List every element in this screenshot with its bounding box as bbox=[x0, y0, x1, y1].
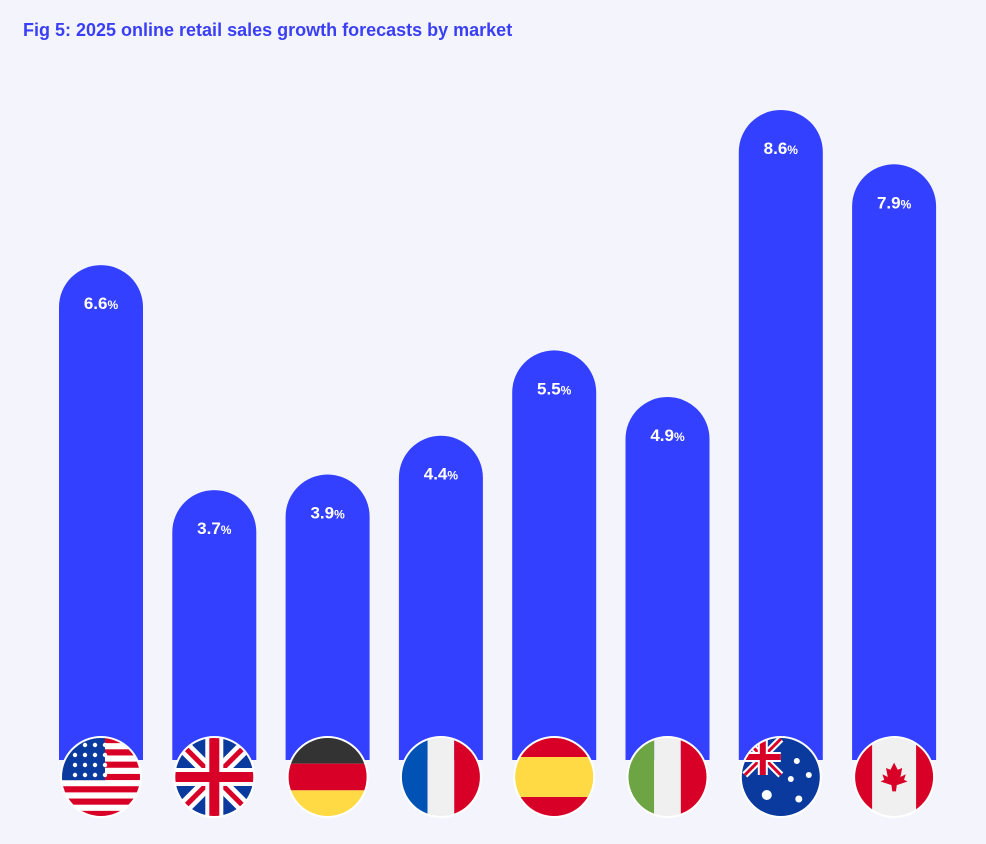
bar-spain bbox=[512, 350, 597, 760]
data-label: 3.9% bbox=[310, 504, 345, 523]
bar-germany bbox=[285, 474, 370, 760]
france-flag-icon bbox=[399, 736, 482, 818]
bar-united-kingdom bbox=[172, 490, 257, 760]
spain-flag-icon bbox=[513, 736, 596, 818]
chart-title: Fig 5: 2025 online retail sales growth f… bbox=[23, 20, 513, 40]
data-label: 6.6% bbox=[84, 294, 119, 313]
data-label: 8.6% bbox=[764, 139, 799, 158]
canada-flag-icon bbox=[853, 736, 936, 818]
data-label: 4.4% bbox=[424, 465, 459, 484]
bar-canada bbox=[852, 164, 937, 760]
uk-flag-icon bbox=[173, 736, 256, 818]
data-label: 5.5% bbox=[537, 379, 572, 398]
us-flag-icon bbox=[60, 736, 142, 818]
australia-flag-icon bbox=[739, 736, 822, 818]
italy-flag-icon bbox=[626, 736, 709, 818]
data-label: 3.7% bbox=[197, 519, 232, 538]
bar-united-states bbox=[59, 265, 143, 760]
bar-australia bbox=[738, 110, 823, 760]
bar-italy bbox=[625, 397, 710, 760]
data-label: 4.9% bbox=[650, 426, 685, 445]
data-label: 7.9% bbox=[877, 193, 912, 212]
germany-flag-icon bbox=[286, 736, 369, 818]
bar-france bbox=[398, 435, 483, 760]
